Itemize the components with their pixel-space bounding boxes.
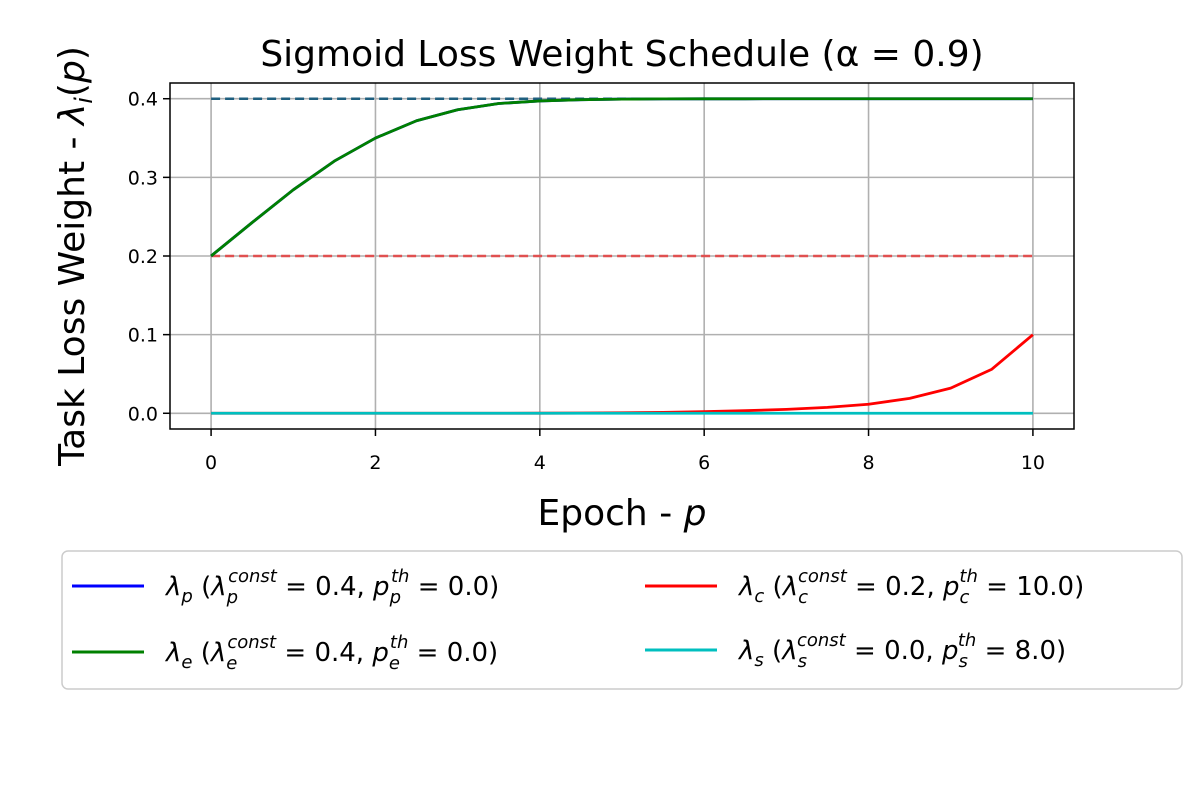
y-tick-label: 0.3 (128, 167, 158, 189)
chart-title: Sigmoid Loss Weight Schedule (α = 0.9) (260, 34, 983, 75)
series-lines (210, 97, 1034, 415)
x-tick-label: 4 (534, 452, 546, 474)
x-tick-label: 10 (1021, 452, 1045, 474)
legend-entry: λp (λpconst = 0.4, ppth = 0.0) (72, 566, 499, 608)
legend-label: λc (λcconst = 0.2, pcth = 10.0) (737, 566, 1084, 608)
x-axis-label: Epoch - p (538, 493, 707, 534)
y-tick-label: 0.1 (128, 325, 158, 347)
y-tick-label: 0.2 (128, 246, 158, 268)
legend: λp (λpconst = 0.4, ppth = 0.0) λe (λecons… (61, 550, 1183, 690)
legend-frame (61, 550, 1183, 690)
y-axis-label: Task Loss Weight - λi(p) (52, 46, 98, 467)
legend-entry: λc (λcconst = 0.2, pcth = 10.0) (645, 566, 1084, 608)
x-tick-label: 0 (205, 452, 217, 474)
legend-label: λp (λpconst = 0.4, ppth = 0.0) (164, 566, 499, 608)
series-line-e (210, 97, 1033, 258)
y-tick-label: 0.4 (128, 89, 158, 111)
legend-label: λe (λeconst = 0.4, peth = 0.0) (164, 632, 498, 674)
series-line-c (211, 333, 1034, 415)
y-tick-label: 0.0 (128, 403, 158, 425)
legend-entry: λs (λsconst = 0.0, psth = 8.0) (645, 630, 1066, 672)
legend-label: λs (λsconst = 0.0, psth = 8.0) (737, 630, 1066, 672)
x-tick-label: 6 (698, 452, 710, 474)
x-tick-label: 8 (862, 452, 874, 474)
legend-entry: λe (λeconst = 0.4, peth = 0.0) (72, 632, 498, 674)
x-tick-label: 2 (369, 452, 381, 474)
axis-ticks: 0 2 4 6 8 10 0.0 0.1 0.2 0.3 0.4 (128, 89, 1045, 474)
